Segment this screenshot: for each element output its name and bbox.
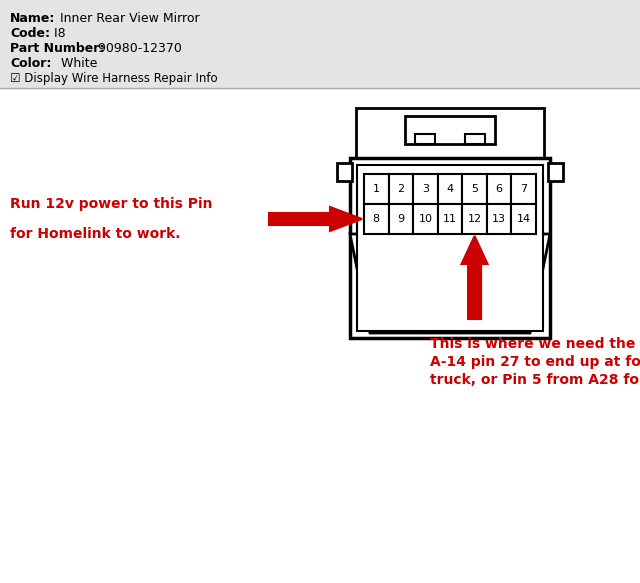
Text: 1: 1 [372, 184, 380, 194]
Bar [364, 204, 388, 234]
Bar [0, 0, 640, 88]
Text: 10: 10 [419, 214, 433, 224]
Text: 4: 4 [447, 184, 454, 194]
Bar [511, 204, 536, 234]
Bar [462, 174, 487, 204]
Bar [388, 204, 413, 234]
Bar [356, 108, 544, 158]
Polygon shape [350, 234, 550, 333]
Bar [415, 134, 435, 144]
Text: A-14 pin 27 to end up at for the Reg cab: A-14 pin 27 to end up at for the Reg cab [430, 355, 640, 369]
Text: 90980-12370: 90980-12370 [90, 42, 182, 55]
Text: 2: 2 [397, 184, 404, 194]
Bar [388, 174, 413, 204]
Text: 14: 14 [516, 214, 531, 224]
Text: Name:: Name: [10, 12, 56, 25]
Bar [438, 204, 462, 234]
Polygon shape [269, 207, 362, 231]
Text: 6: 6 [495, 184, 502, 194]
Bar [350, 158, 550, 338]
Polygon shape [461, 236, 488, 319]
Text: Color:: Color: [10, 57, 51, 70]
Text: Part Number:: Part Number: [10, 42, 104, 55]
Bar [405, 116, 495, 144]
Bar [438, 174, 462, 204]
Text: 7: 7 [520, 184, 527, 194]
Text: 9: 9 [397, 214, 404, 224]
Bar [511, 174, 536, 204]
Bar [337, 163, 352, 181]
Text: White: White [53, 57, 97, 70]
Text: This is where we need the Temp Wire from: This is where we need the Temp Wire from [430, 337, 640, 351]
Text: for Homelink to work.: for Homelink to work. [10, 227, 180, 241]
Text: Run 12v power to this Pin: Run 12v power to this Pin [10, 197, 212, 211]
Bar [357, 165, 543, 331]
Text: 3: 3 [422, 184, 429, 194]
Text: truck, or Pin 5 from A28 for the V6 trucks.: truck, or Pin 5 from A28 for the V6 truc… [430, 373, 640, 387]
Bar [413, 174, 438, 204]
Text: 11: 11 [443, 214, 457, 224]
Bar [487, 204, 511, 234]
Text: 12: 12 [467, 214, 482, 224]
Text: Inner Rear View Mirror: Inner Rear View Mirror [52, 12, 200, 25]
Bar [465, 134, 485, 144]
Text: 13: 13 [492, 214, 506, 224]
Text: I8: I8 [46, 27, 66, 40]
Bar [487, 174, 511, 204]
Text: 5: 5 [471, 184, 478, 194]
Text: 8: 8 [372, 214, 380, 224]
Text: Code:: Code: [10, 27, 50, 40]
Bar [548, 163, 563, 181]
Text: ☑ Display Wire Harness Repair Info: ☑ Display Wire Harness Repair Info [10, 72, 218, 85]
Bar [413, 204, 438, 234]
Bar [364, 174, 388, 204]
Bar [462, 204, 487, 234]
